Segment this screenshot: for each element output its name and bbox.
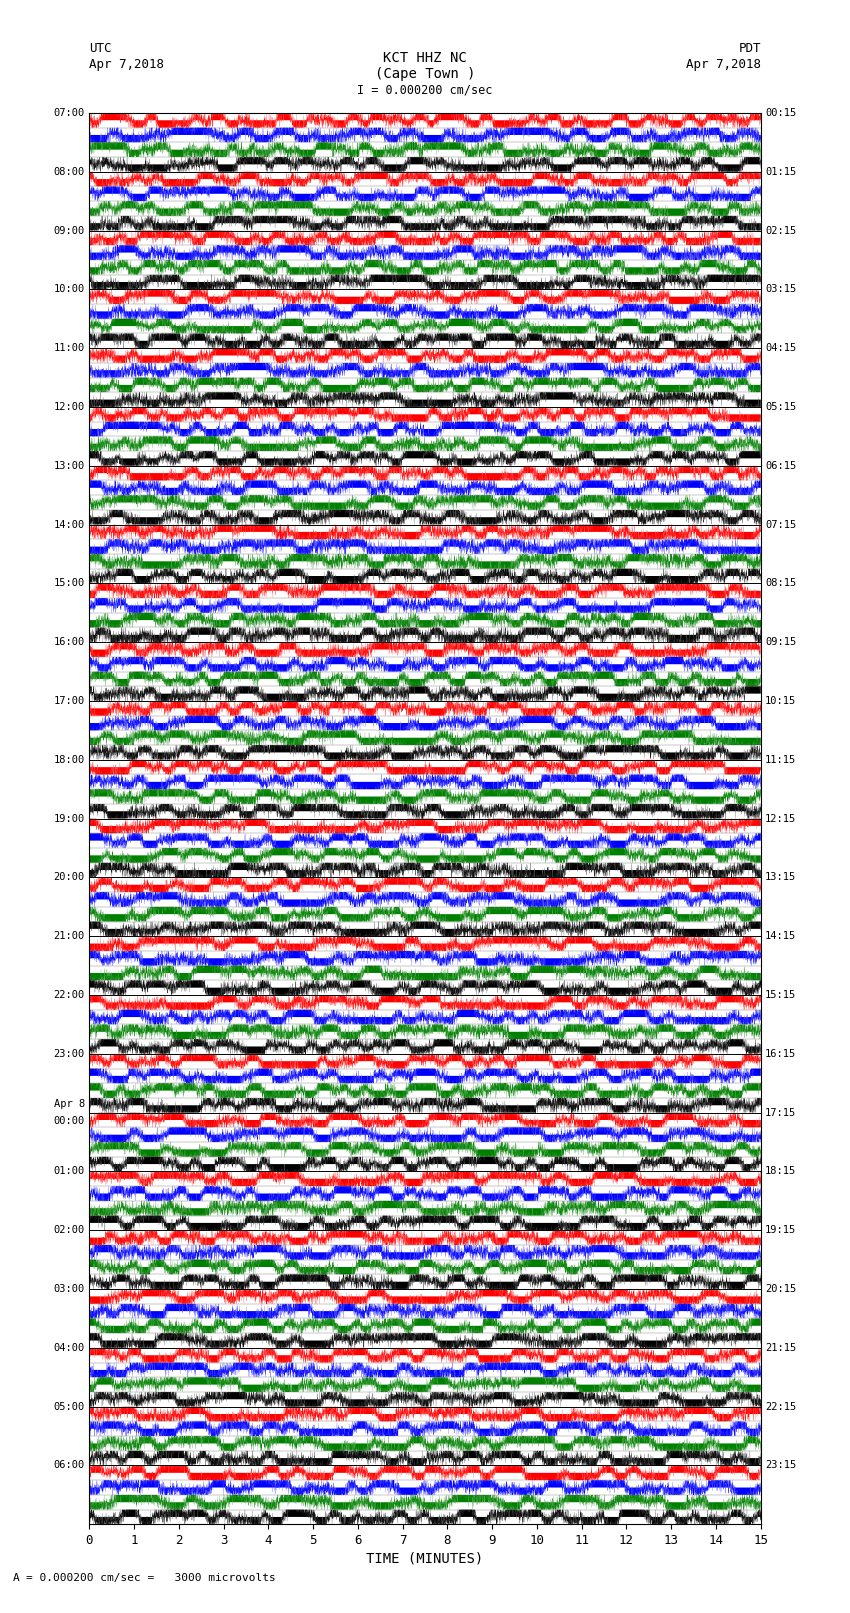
Text: 08:00: 08:00 xyxy=(54,166,85,177)
Text: 18:00: 18:00 xyxy=(54,755,85,765)
Text: 20:00: 20:00 xyxy=(54,873,85,882)
Text: 11:15: 11:15 xyxy=(765,755,796,765)
Text: 09:15: 09:15 xyxy=(765,637,796,647)
Text: I = 0.000200 cm/sec: I = 0.000200 cm/sec xyxy=(357,84,493,97)
Text: = 0.000200 cm/sec =   3000 microvolts: = 0.000200 cm/sec = 3000 microvolts xyxy=(26,1573,275,1582)
Text: 10:15: 10:15 xyxy=(765,695,796,706)
Text: 03:15: 03:15 xyxy=(765,284,796,294)
Text: 03:00: 03:00 xyxy=(54,1284,85,1294)
Text: 01:15: 01:15 xyxy=(765,166,796,177)
Text: 00:15: 00:15 xyxy=(765,108,796,118)
Text: 07:00: 07:00 xyxy=(54,108,85,118)
Text: Apr 7,2018: Apr 7,2018 xyxy=(89,58,164,71)
Text: 04:00: 04:00 xyxy=(54,1344,85,1353)
Text: 23:15: 23:15 xyxy=(765,1460,796,1471)
Text: 06:00: 06:00 xyxy=(54,1460,85,1471)
Text: 18:15: 18:15 xyxy=(765,1166,796,1176)
Text: (Cape Town ): (Cape Town ) xyxy=(375,66,475,81)
Text: 05:15: 05:15 xyxy=(765,402,796,411)
Text: 19:00: 19:00 xyxy=(54,813,85,824)
Text: Apr 7,2018: Apr 7,2018 xyxy=(686,58,761,71)
Text: 16:00: 16:00 xyxy=(54,637,85,647)
Text: 22:00: 22:00 xyxy=(54,990,85,1000)
Text: 17:00: 17:00 xyxy=(54,695,85,706)
Text: 16:15: 16:15 xyxy=(765,1048,796,1058)
Text: 14:00: 14:00 xyxy=(54,519,85,529)
Text: A: A xyxy=(13,1573,20,1582)
Text: 21:15: 21:15 xyxy=(765,1344,796,1353)
Text: 02:15: 02:15 xyxy=(765,226,796,235)
Text: 21:00: 21:00 xyxy=(54,931,85,942)
Text: 23:00: 23:00 xyxy=(54,1048,85,1058)
Text: 11:00: 11:00 xyxy=(54,344,85,353)
Text: 22:15: 22:15 xyxy=(765,1402,796,1411)
Text: 19:15: 19:15 xyxy=(765,1226,796,1236)
Text: 01:00: 01:00 xyxy=(54,1166,85,1176)
Text: 02:00: 02:00 xyxy=(54,1226,85,1236)
Text: PDT: PDT xyxy=(739,42,761,55)
Text: 04:15: 04:15 xyxy=(765,344,796,353)
Text: 12:15: 12:15 xyxy=(765,813,796,824)
Text: 07:15: 07:15 xyxy=(765,519,796,529)
Text: 13:00: 13:00 xyxy=(54,461,85,471)
Text: UTC: UTC xyxy=(89,42,111,55)
Text: 09:00: 09:00 xyxy=(54,226,85,235)
Text: KCT HHZ NC: KCT HHZ NC xyxy=(383,50,467,65)
Text: 00:00: 00:00 xyxy=(54,1116,85,1126)
Text: 05:00: 05:00 xyxy=(54,1402,85,1411)
X-axis label: TIME (MINUTES): TIME (MINUTES) xyxy=(366,1552,484,1565)
Text: 20:15: 20:15 xyxy=(765,1284,796,1294)
Text: 08:15: 08:15 xyxy=(765,579,796,589)
Text: 12:00: 12:00 xyxy=(54,402,85,411)
Text: Apr 8: Apr 8 xyxy=(54,1100,85,1110)
Text: 06:15: 06:15 xyxy=(765,461,796,471)
Text: 15:00: 15:00 xyxy=(54,579,85,589)
Text: 10:00: 10:00 xyxy=(54,284,85,294)
Text: 14:15: 14:15 xyxy=(765,931,796,942)
Text: 17:15: 17:15 xyxy=(765,1108,796,1118)
Text: 13:15: 13:15 xyxy=(765,873,796,882)
Text: 15:15: 15:15 xyxy=(765,990,796,1000)
